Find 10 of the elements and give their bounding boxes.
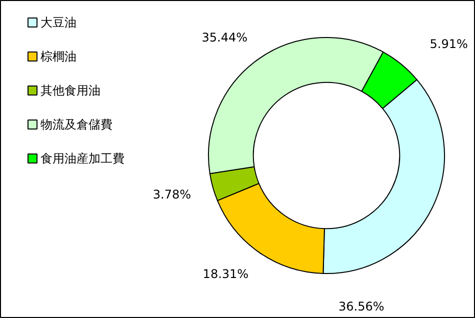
- data-label: 18.31%: [202, 267, 249, 282]
- data-label: 5.91%: [430, 37, 468, 52]
- legend-label: 物流及倉儲費: [40, 118, 112, 132]
- data-label: 35.44%: [202, 30, 248, 45]
- legend-label: 其他食用油: [40, 84, 100, 98]
- legend-label: 食用油産加工費: [40, 152, 124, 166]
- data-label: 36.56%: [338, 300, 384, 314]
- legend-label: 棕櫚油: [40, 50, 76, 64]
- legend-label: 大豆油: [40, 16, 76, 30]
- data-label: 3.78%: [152, 187, 192, 202]
